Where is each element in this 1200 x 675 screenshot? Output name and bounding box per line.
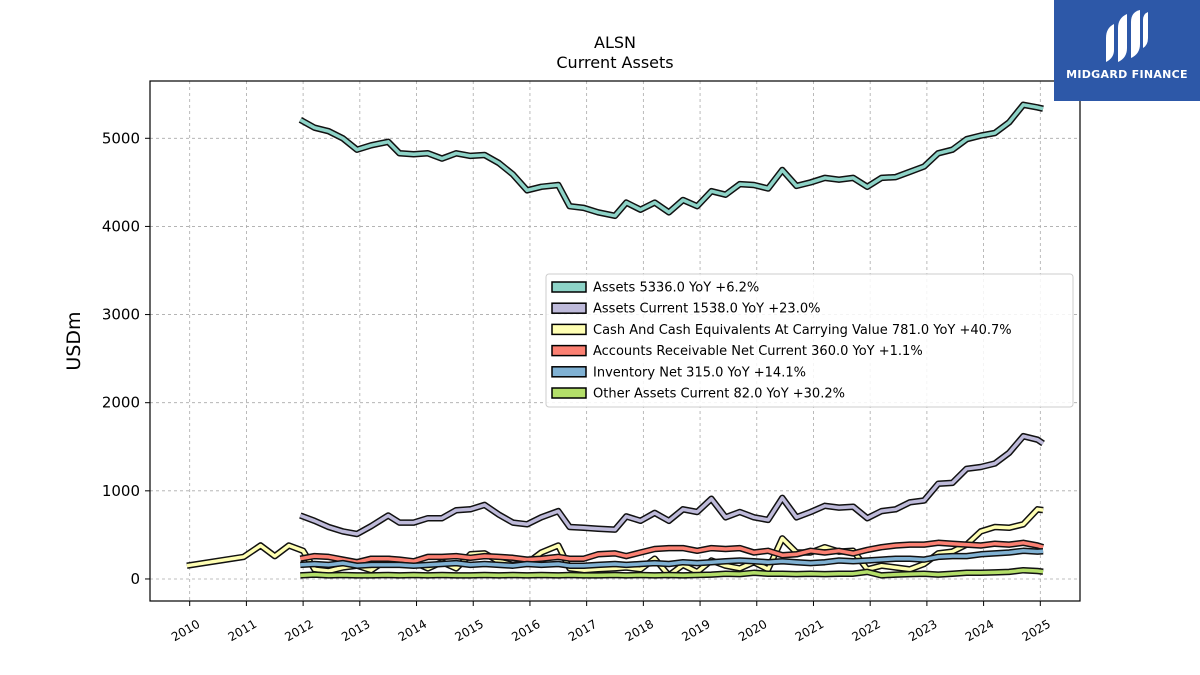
legend-label: Other Assets Current 82.0 YoY +30.2% [593,387,845,402]
x-tick-label: 2017 [566,617,599,644]
legend-swatch [551,387,587,399]
series-layer [186,101,1045,579]
legend-label: Assets Current 1538.0 YoY +23.0% [593,302,820,317]
y-tick-label: 3000 [102,306,140,324]
x-tick-label: 2010 [169,617,202,644]
y-tick-label: 4000 [102,217,140,235]
x-tick-label: 2012 [282,617,315,644]
x-tick-label: 2025 [1020,617,1053,644]
legend-item-3: Accounts Receivable Net Current 360.0 Yo… [551,344,923,359]
brand-logo: MIDGARD FINANCE [1054,0,1200,101]
legend-item-2: Cash And Cash Equivalents At Carrying Va… [551,323,1012,338]
series-line-4 [300,547,1044,569]
y-axis-label: USDm [63,311,85,370]
brand-mark-icon [1106,10,1148,62]
x-tick-label: 2011 [226,617,259,644]
legend-item-1: Assets Current 1538.0 YoY +23.0% [551,302,820,317]
legend-swatch [551,323,587,336]
x-tick-label: 2023 [906,617,939,644]
x-tick-label: 2020 [736,617,769,644]
x-tick-label: 2024 [963,617,996,644]
legend-label: Cash And Cash Equivalents At Carrying Va… [593,323,1012,338]
legend-item-4: Inventory Net 315.0 YoY +14.1% [551,365,806,380]
legend-swatch [551,344,587,357]
legend-label: Assets 5336.0 YoY +6.2% [593,281,759,296]
series-line-0 [298,101,1044,220]
y-tick-label: 1000 [102,482,140,500]
y-tick-label: 0 [130,570,140,588]
x-tick-label: 2015 [453,617,486,644]
legend-swatch [551,366,587,378]
legend-item-5: Other Assets Current 82.0 YoY +30.2% [551,387,845,402]
legend-label: Inventory Net 315.0 YoY +14.1% [593,365,806,380]
y-tick-label: 5000 [102,129,140,147]
series-line-3 [299,539,1045,566]
x-tick-label: 2019 [679,617,712,644]
legend-swatch [551,302,587,314]
legend: Assets 5336.0 YoY +6.2% Assets Current 15… [545,273,1074,408]
x-tick-label: 2016 [509,617,542,644]
plot-frame [149,80,1081,602]
x-tick-label: 2018 [623,617,656,644]
y-tick-label: 2000 [102,394,140,412]
legend-item-0: Assets 5336.0 YoY +6.2% [551,281,759,296]
legend-swatch [551,281,587,293]
x-tick-label: 2021 [793,617,826,644]
x-tick-label: 2013 [339,617,372,644]
x-tick-label: 2014 [396,617,429,644]
y-axis-ticks: 0 1000 2000 3000 4000 5000 [102,129,150,588]
series-line-2 [186,506,1044,579]
x-axis-ticks: 2010 2011 2012 2013 2014 2015 2016 2017 2018 2019… [169,601,1053,644]
legend-frame [545,273,1074,408]
x-tick-label: 2022 [849,617,882,644]
series-line-1 [299,432,1045,538]
chart-title: ALSN [594,33,636,52]
chart-subtitle: Current Assets [556,53,673,72]
series-line-5 [300,566,1044,579]
legend-label: Accounts Receivable Net Current 360.0 Yo… [593,344,923,359]
brand-name: MIDGARD FINANCE [1066,68,1188,81]
